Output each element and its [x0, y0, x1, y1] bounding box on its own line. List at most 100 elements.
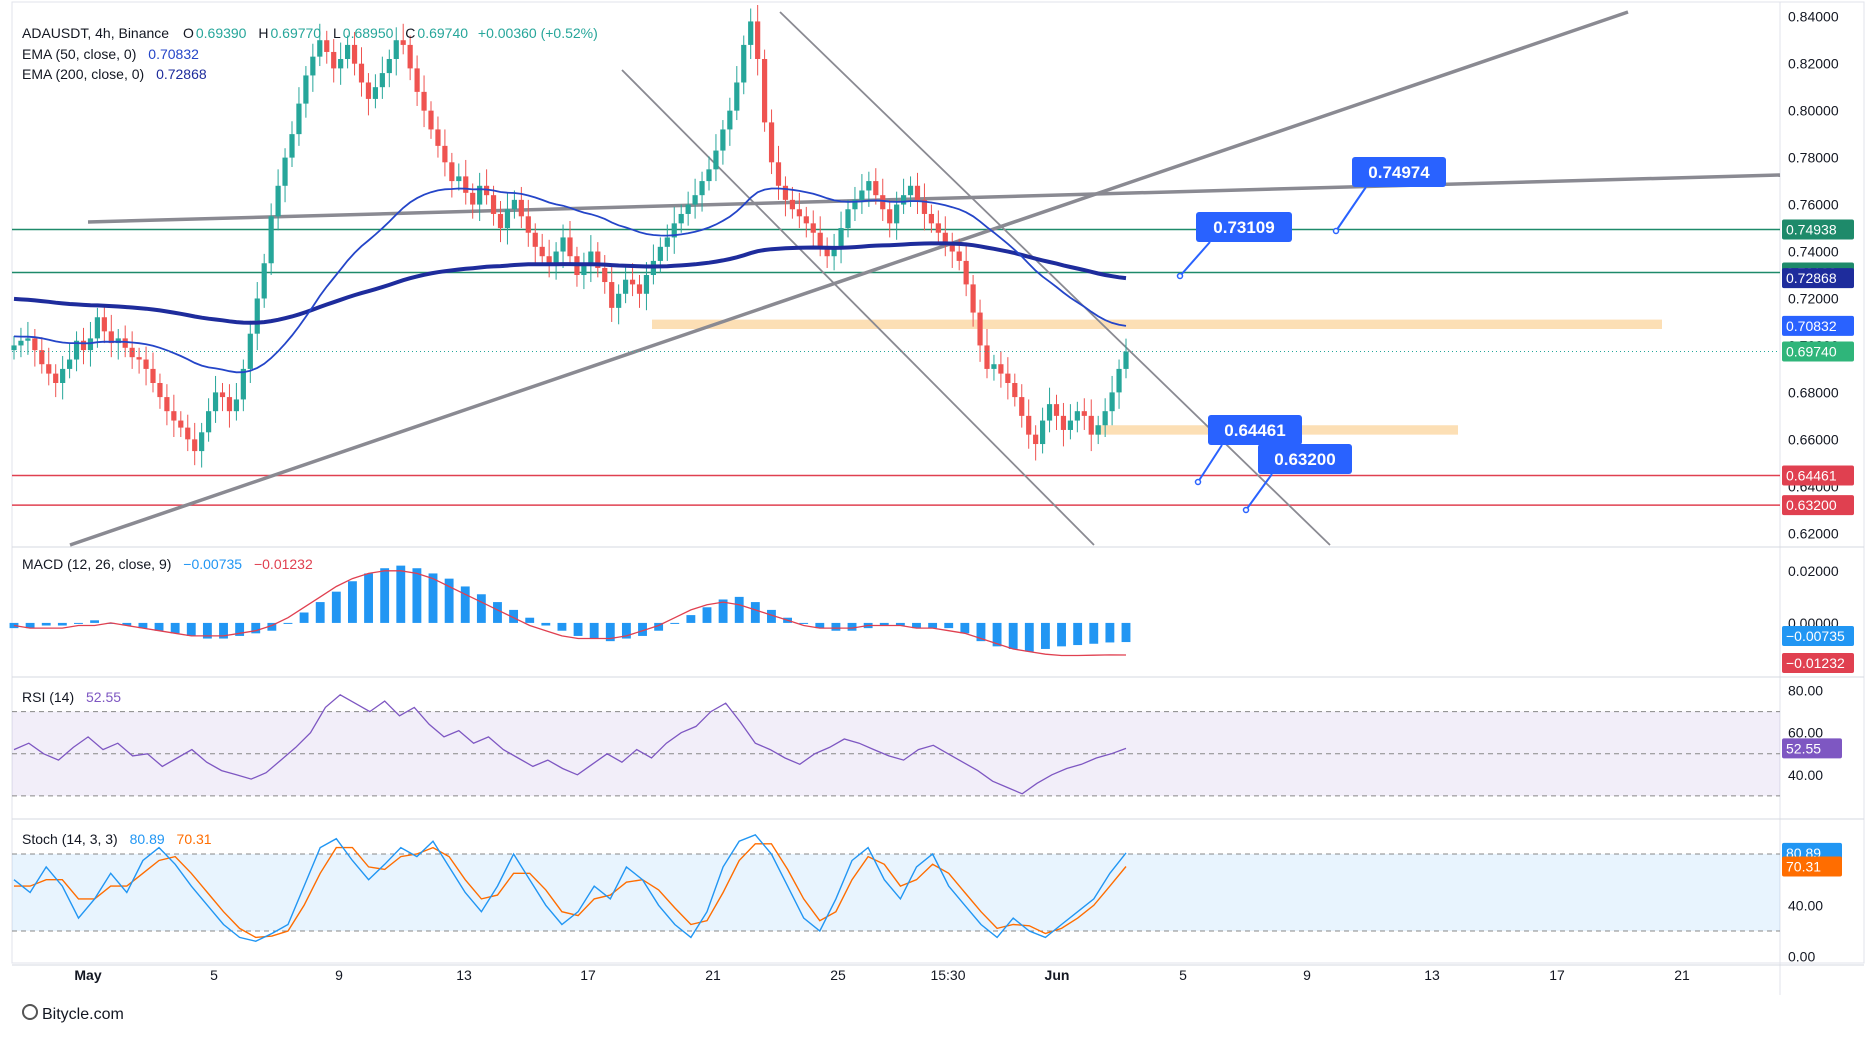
stoch-band	[12, 854, 1780, 931]
candle-body	[504, 209, 511, 229]
candle-body	[866, 181, 872, 191]
price-axis-label-bg	[1782, 268, 1854, 289]
candle-body	[247, 333, 253, 369]
time-axis-tick: 21	[1674, 967, 1690, 983]
price-callout-pointer	[1197, 444, 1223, 483]
candle-body	[1102, 411, 1108, 426]
candle-body	[46, 364, 52, 374]
candle-body	[963, 260, 969, 285]
rsi-axis-label-bg	[1782, 738, 1842, 759]
candle-body	[845, 209, 851, 229]
macd-histogram-bar	[138, 622, 148, 629]
macd-histogram-bar	[396, 565, 406, 623]
candle-body	[296, 103, 302, 135]
macd-histogram-bar	[1089, 622, 1099, 644]
macd-histogram-bar	[1008, 622, 1018, 649]
candle-body	[421, 91, 427, 111]
candle-body	[678, 213, 684, 224]
price-axis-label-bg	[1782, 495, 1854, 516]
macd-histogram-bar	[686, 615, 696, 623]
price-axis-tick: 0.78000	[1788, 150, 1839, 166]
rsi-axis-tick: 40.00	[1788, 767, 1823, 783]
candle-body	[518, 199, 524, 217]
candle-body	[400, 40, 406, 45]
candle-body	[178, 420, 184, 428]
candle-body	[1046, 404, 1053, 421]
candle-body	[894, 204, 900, 224]
candle-body	[435, 129, 441, 146]
h-label: H	[258, 25, 269, 41]
macd-histogram-bar	[879, 622, 889, 626]
time-axis-tick: 5	[210, 967, 218, 983]
time-axis-tick: 17	[1549, 967, 1565, 983]
candle-body	[372, 87, 378, 99]
candle-body	[636, 284, 643, 294]
supply-demand-zone	[652, 319, 1662, 329]
candle-body	[970, 284, 976, 313]
stoch-k-line	[13, 833, 1127, 942]
time-axis-tick: 9	[335, 967, 343, 983]
candle-body	[338, 59, 344, 69]
candle-body	[67, 359, 73, 369]
price-axis-label: 0.74938	[1786, 221, 1837, 237]
candle-body	[192, 439, 198, 452]
candle-body	[470, 192, 476, 205]
candle-body	[782, 185, 789, 200]
candle-body	[386, 59, 392, 74]
candle-body	[692, 195, 698, 205]
footer-brand[interactable]: Bitycle.com	[22, 1004, 124, 1024]
macd-histogram-bar	[460, 586, 470, 623]
stoch-legend: Stoch (14, 3, 3) 80.89 70.31	[22, 831, 214, 847]
macd-histogram-bar	[444, 578, 454, 623]
candle-body	[60, 368, 66, 383]
ema200-legend: EMA (200, close, 0) 0.72868	[22, 66, 209, 82]
price-axis-label: 0.69740	[1786, 344, 1837, 360]
candle-body	[838, 228, 844, 247]
macd-histogram-bar	[299, 612, 309, 623]
o-label: O	[182, 25, 194, 41]
trend-line	[621, 69, 1095, 546]
candle-body	[727, 110, 733, 130]
candle-body	[331, 51, 337, 69]
candle-body	[442, 145, 448, 163]
macd-histogram-bar	[734, 596, 744, 623]
macd-signal-line	[13, 570, 1127, 657]
candle-body	[490, 195, 497, 214]
candle-body	[428, 110, 434, 130]
stoch-axis-label: 70.31	[1786, 858, 1821, 874]
candle-body	[984, 345, 990, 369]
candle-body	[317, 40, 323, 57]
candle-body	[623, 279, 629, 294]
candle-body	[942, 232, 948, 243]
candle-body	[1109, 392, 1115, 412]
macd-histogram-bar	[750, 602, 760, 623]
macd-label: MACD (12, 26, close, 9)	[22, 556, 172, 572]
candle-body	[87, 338, 94, 351]
macd-histogram-bar	[992, 622, 1002, 647]
candle-body	[810, 223, 816, 233]
candle-body	[282, 157, 288, 186]
price-axis-tick: 0.68000	[1788, 384, 1839, 400]
candle-body	[136, 357, 142, 360]
price-axis-tick: 0.76000	[1788, 197, 1839, 213]
macd-histogram-bar	[895, 622, 905, 626]
price-axis-tick: 0.80000	[1788, 103, 1839, 119]
price-callout-box	[1258, 444, 1352, 474]
candle-body	[1088, 415, 1094, 435]
candle-body	[463, 176, 469, 193]
macd-histogram-bar	[654, 622, 664, 631]
candle-body	[775, 162, 782, 186]
macd-histogram-bar	[573, 622, 583, 636]
candle-body	[706, 169, 712, 182]
candle-body	[602, 267, 608, 283]
macd-axis-label-bg	[1782, 653, 1854, 673]
price-axis-tick: 0.62000	[1788, 525, 1839, 541]
macd-histogram-bar	[799, 622, 809, 624]
macd-histogram-bar	[670, 622, 680, 624]
price-axis-label-bg	[1782, 341, 1854, 362]
time-axis-tick: 17	[580, 967, 596, 983]
price-callout-label: 0.63200	[1274, 450, 1335, 469]
low-value: 0.68950	[342, 25, 394, 41]
